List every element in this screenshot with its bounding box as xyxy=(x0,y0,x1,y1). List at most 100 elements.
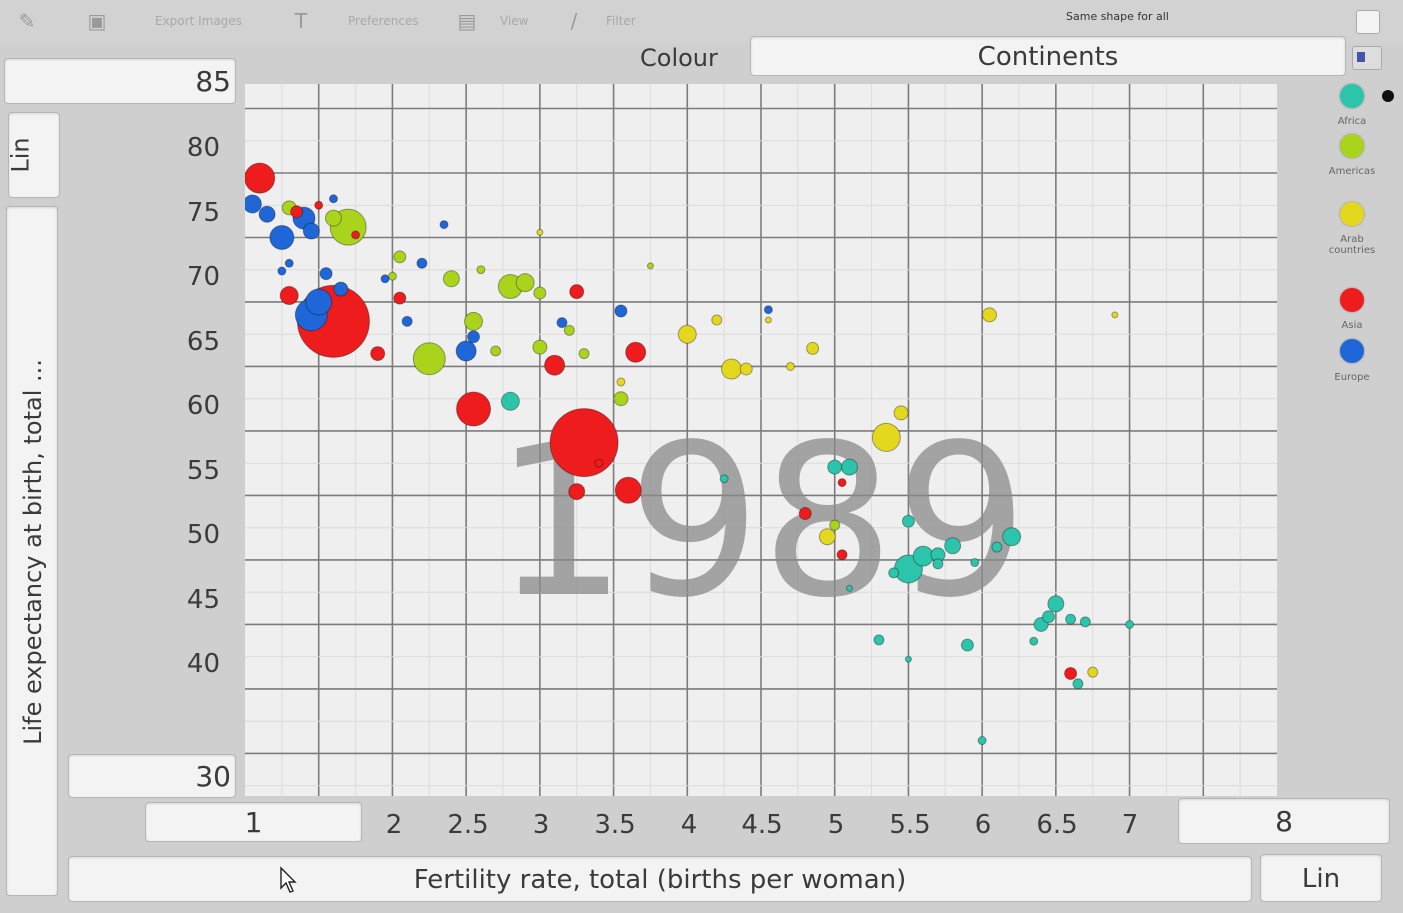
data-bubble-arab-countries[interactable] xyxy=(806,341,820,355)
data-bubble-europe[interactable] xyxy=(416,257,428,269)
data-bubble-americas[interactable] xyxy=(515,273,535,293)
data-bubble-africa[interactable] xyxy=(912,545,934,567)
data-bubble-africa[interactable] xyxy=(1029,636,1039,646)
legend-dot-africa[interactable] xyxy=(1340,84,1364,108)
data-bubble-africa[interactable] xyxy=(991,541,1003,553)
data-bubble-europe[interactable] xyxy=(277,266,287,276)
data-bubble-europe[interactable] xyxy=(284,258,294,268)
data-bubble-asia[interactable] xyxy=(836,549,848,561)
document-icon[interactable]: ▤ xyxy=(457,9,477,33)
x-axis-indicator-button[interactable]: Fertility rate, total (births per woman) xyxy=(68,856,1252,902)
data-bubble-africa[interactable] xyxy=(1079,616,1091,628)
y-axis-min-input[interactable]: 30 xyxy=(68,754,236,798)
colour-options-icon[interactable] xyxy=(1352,46,1382,70)
data-bubble-africa[interactable] xyxy=(970,558,980,568)
legend-label[interactable]: Europe xyxy=(1334,372,1370,383)
pencil-icon[interactable]: ✎ xyxy=(18,9,36,33)
data-bubble-africa[interactable] xyxy=(1047,595,1065,613)
data-bubble-europe[interactable] xyxy=(439,220,449,230)
data-bubble-americas[interactable] xyxy=(412,342,446,376)
data-bubble-asia[interactable] xyxy=(290,205,304,219)
data-bubble-arab-countries[interactable] xyxy=(1087,666,1099,678)
data-bubble-arab-countries[interactable] xyxy=(893,405,909,421)
data-bubble-arab-countries[interactable] xyxy=(871,422,901,452)
data-bubble-asia[interactable] xyxy=(1064,666,1078,680)
data-bubble-africa[interactable] xyxy=(500,391,520,411)
legend-dot-americas[interactable] xyxy=(1340,134,1364,158)
image-icon[interactable]: ▣ xyxy=(87,9,107,33)
y-axis-indicator-button[interactable]: Life expectancy at birth, total ... xyxy=(6,206,58,896)
data-bubble-africa[interactable] xyxy=(827,459,843,475)
data-bubble-americas[interactable] xyxy=(387,271,397,281)
legend-dot-asia[interactable] xyxy=(1340,288,1364,312)
data-bubble-europe[interactable] xyxy=(302,222,320,240)
data-bubble-asia[interactable] xyxy=(456,391,492,427)
data-bubble-africa[interactable] xyxy=(932,558,944,570)
data-bubble-asia[interactable] xyxy=(594,458,604,468)
data-bubble-asia[interactable] xyxy=(798,507,812,521)
data-bubble-africa[interactable] xyxy=(944,537,962,555)
filter-button[interactable]: Filter xyxy=(606,14,636,28)
data-bubble-africa[interactable] xyxy=(901,514,915,528)
legend-label[interactable]: Asia xyxy=(1341,320,1363,331)
data-bubble-asia[interactable] xyxy=(314,200,324,210)
data-bubble-europe[interactable] xyxy=(614,304,628,318)
data-bubble-europe[interactable] xyxy=(245,194,262,214)
data-bubble-africa[interactable] xyxy=(1125,619,1135,629)
data-bubble-asia[interactable] xyxy=(393,291,407,305)
data-bubble-europe[interactable] xyxy=(258,205,276,223)
data-bubble-arab-countries[interactable] xyxy=(785,361,795,371)
plot-area[interactable]: 1989 xyxy=(245,84,1277,796)
data-bubble-africa[interactable] xyxy=(719,474,729,484)
data-bubble-arab-countries[interactable] xyxy=(536,228,544,236)
data-bubble-americas[interactable] xyxy=(646,262,654,270)
legend-label[interactable]: Americas xyxy=(1328,166,1376,177)
data-bubble-americas[interactable] xyxy=(613,391,629,407)
data-bubble-arab-countries[interactable] xyxy=(764,316,772,324)
data-bubble-arab-countries[interactable] xyxy=(982,307,998,323)
data-bubble-asia[interactable] xyxy=(351,230,361,240)
data-bubble-europe[interactable] xyxy=(269,224,295,250)
data-bubble-asia[interactable] xyxy=(614,476,642,504)
data-bubble-americas[interactable] xyxy=(464,311,484,331)
data-bubble-americas[interactable] xyxy=(829,519,841,531)
view-button[interactable]: View xyxy=(500,14,529,28)
data-bubble-africa[interactable] xyxy=(960,638,974,652)
data-bubble-americas[interactable] xyxy=(532,339,548,355)
data-bubble-asia[interactable] xyxy=(279,286,299,306)
data-bubble-americas[interactable] xyxy=(476,265,486,275)
colour-select[interactable]: Continents xyxy=(750,36,1346,76)
data-bubble-asia[interactable] xyxy=(568,483,586,501)
x-axis-min-input[interactable]: 1 xyxy=(145,802,362,842)
data-bubble-americas[interactable] xyxy=(533,286,547,300)
legend-label[interactable]: Arab countries xyxy=(1328,234,1376,256)
data-bubble-asia[interactable] xyxy=(370,346,386,362)
data-bubble-europe[interactable] xyxy=(556,317,568,329)
data-bubble-europe[interactable] xyxy=(467,330,481,344)
legend-dot-arab-countries[interactable] xyxy=(1340,202,1364,226)
data-bubble-africa[interactable] xyxy=(1041,610,1055,624)
data-bubble-europe[interactable] xyxy=(763,305,773,315)
x-axis-max-input[interactable]: 8 xyxy=(1178,798,1390,844)
data-bubble-europe[interactable] xyxy=(401,315,413,327)
same-shape-checkbox[interactable] xyxy=(1356,10,1380,34)
data-bubble-africa[interactable] xyxy=(845,584,853,592)
data-bubble-africa[interactable] xyxy=(904,655,912,663)
data-bubble-europe[interactable] xyxy=(319,267,333,281)
legend-label[interactable]: Africa xyxy=(1337,116,1367,127)
data-bubble-americas[interactable] xyxy=(563,324,575,336)
data-bubble-americas[interactable] xyxy=(442,270,460,288)
data-bubble-asia[interactable] xyxy=(569,284,585,300)
data-bubble-asia[interactable] xyxy=(837,478,847,488)
text-icon[interactable]: T xyxy=(294,9,308,33)
data-bubble-arab-countries[interactable] xyxy=(616,377,626,387)
data-bubble-arab-countries[interactable] xyxy=(1111,311,1119,319)
data-bubble-africa[interactable] xyxy=(977,736,987,746)
data-bubble-africa[interactable] xyxy=(840,458,858,476)
data-bubble-africa[interactable] xyxy=(1002,527,1022,547)
data-bubble-asia[interactable] xyxy=(245,162,276,194)
data-bubble-arab-countries[interactable] xyxy=(818,528,836,546)
preferences-button[interactable]: Preferences xyxy=(348,14,419,28)
data-bubble-arab-countries[interactable] xyxy=(721,358,743,380)
legend-dot-europe[interactable] xyxy=(1340,339,1364,363)
